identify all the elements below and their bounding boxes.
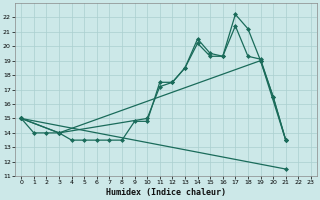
X-axis label: Humidex (Indice chaleur): Humidex (Indice chaleur) [106, 188, 226, 197]
